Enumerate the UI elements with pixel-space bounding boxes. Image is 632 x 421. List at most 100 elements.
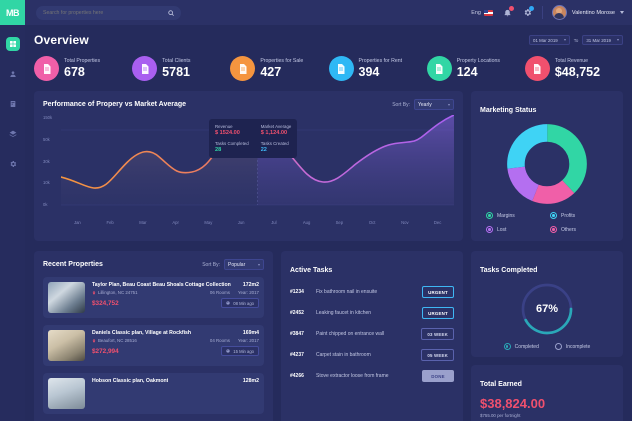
sidebar-item-settings[interactable] <box>6 157 20 171</box>
legend-item[interactable]: Profits <box>550 212 608 219</box>
language-selector[interactable]: Eng <box>471 9 493 16</box>
task-name: Carpet stain in bathroom <box>316 352 371 358</box>
bottom-row: Recent Properties Sort By: Popular <box>34 251 623 421</box>
legend-label: Margins <box>497 212 515 219</box>
document-icon <box>338 63 345 74</box>
task-id: #4266 <box>290 373 304 379</box>
task-row[interactable]: #4237 Carpet stain in bathroom 05 WEEK <box>290 349 454 361</box>
stat-text: Total Clients 5781 <box>162 58 190 79</box>
task-status-badge[interactable]: 05 WEEK <box>421 349 454 361</box>
sort-value: Popular <box>228 261 246 268</box>
main-content: Overview 01 Mar 2019 To 31 Mar 2019 <box>25 25 632 421</box>
task-status-badge[interactable]: 03 WEEK <box>421 328 454 340</box>
sidebar-item-reports[interactable] <box>6 127 20 141</box>
stat-card[interactable]: Total Revenue $48,752 <box>524 56 623 81</box>
stat-text: Properties for Rent 394 <box>359 58 403 79</box>
task-name: Fix bathroom nail in ensuite <box>316 289 378 295</box>
performance-panel: Performance of Propery vs Market Average… <box>34 91 463 241</box>
dashboard-icon <box>9 41 16 47</box>
donut-chart-svg <box>507 124 587 204</box>
layers-icon <box>8 130 17 138</box>
property-size: 172m2 <box>242 282 259 288</box>
sidebar-item-users[interactable] <box>6 67 20 81</box>
legend-label: Lost <box>497 226 507 233</box>
property-details: Taylor Plan, Beau Coast Beau Shoals Cott… <box>92 282 259 313</box>
stat-card[interactable]: Total Properties 678 <box>34 56 132 81</box>
marketing-title: Marketing Status <box>480 107 537 114</box>
legend-dot-icon <box>486 212 493 219</box>
user-menu[interactable]: Valentino Morose <box>551 5 624 20</box>
sort-label: Sort By: <box>392 101 410 108</box>
search-input[interactable] <box>43 9 168 16</box>
stat-card[interactable]: Total Clients 5781 <box>132 56 230 81</box>
stat-label: Total Revenue <box>554 58 589 64</box>
y-tick: 150k <box>43 115 53 120</box>
task-name: Paint chipped on entrance wall <box>316 331 385 337</box>
recent-properties-header: Recent Properties Sort By: Popular <box>43 259 264 270</box>
chevron-down-icon <box>448 103 450 106</box>
building-icon <box>10 101 15 107</box>
gear-icon <box>524 9 531 16</box>
legend-item[interactable]: Completed <box>503 343 539 350</box>
stat-icon-circle <box>132 56 158 81</box>
task-row[interactable]: #3847 Paint chipped on entrance wall 03 … <box>290 328 454 340</box>
stat-icon-circle <box>34 56 59 81</box>
avatar <box>551 5 567 20</box>
document-icon <box>239 63 247 74</box>
marketing-donut <box>480 123 614 205</box>
legend-item[interactable]: Lost <box>486 226 544 233</box>
stat-icon-circle <box>328 56 354 81</box>
property-list-item[interactable]: Hobson Classic plan, Oakmont 128m2 <box>43 373 264 414</box>
y-tick: 30k <box>43 158 50 164</box>
task-status-badge[interactable]: DONE <box>422 370 454 382</box>
clock-icon <box>226 349 230 353</box>
legend-item[interactable]: Incomplete <box>554 343 590 350</box>
sidebar-item-properties[interactable] <box>6 97 20 111</box>
legend-dot-icon <box>486 226 493 233</box>
sort-select[interactable]: Yearly <box>414 99 454 110</box>
legend-dot-icon <box>550 226 557 233</box>
app-logo[interactable]: MB <box>0 0 25 25</box>
property-price: $324,752 <box>92 299 119 307</box>
sidebar-item-dashboard[interactable] <box>5 37 20 51</box>
date-from-select[interactable]: 01 Mar 2019 <box>529 35 570 45</box>
tooltip-created-value: 22 <box>260 147 267 153</box>
settings-badge <box>528 6 534 11</box>
date-to-select[interactable]: 31 Mar 2019 <box>582 35 623 45</box>
location-pin-icon <box>92 338 96 343</box>
task-row[interactable]: #2452 Leaking faucet in kitchen URGENT <box>290 307 454 319</box>
total-earned-value: $38,824.00 <box>480 396 546 411</box>
stat-text: Total Revenue $48,752 <box>555 58 600 79</box>
property-list-item[interactable]: Daniels Classic plan, Village at Rockfis… <box>43 325 264 366</box>
property-price-row: $272,994 15 Min ago <box>92 346 259 356</box>
property-name: Hobson Classic plan, Oakmont <box>92 378 169 384</box>
recent-properties-title: Recent Properties <box>43 261 103 268</box>
completion-percent: 67% <box>535 303 559 315</box>
settings-button[interactable] <box>522 6 534 18</box>
legend-item[interactable]: Others <box>550 226 608 233</box>
stat-card[interactable]: Properties for Rent 394 <box>328 56 427 81</box>
property-rooms: 06 Rooms <box>209 290 230 295</box>
task-row[interactable]: #1234 Fix bathroom nail in ensuite URGEN… <box>290 286 454 298</box>
stat-value: 5781 <box>162 65 190 79</box>
legend-item[interactable]: Margins <box>486 212 544 219</box>
task-status-badge[interactable]: URGENT <box>422 307 454 319</box>
search-box[interactable] <box>36 5 181 20</box>
legend-label: Profits <box>561 212 576 219</box>
property-title-row: Hobson Classic plan, Oakmont 128m2 <box>92 378 259 384</box>
task-status-badge[interactable]: URGENT <box>422 286 454 298</box>
stat-value: 427 <box>260 65 282 79</box>
sort-select[interactable]: Popular <box>224 259 264 270</box>
property-list-item[interactable]: Taylor Plan, Beau Coast Beau Shoals Cott… <box>43 277 264 318</box>
stat-card[interactable]: Property Locations 124 <box>426 56 525 81</box>
notifications-button[interactable] <box>502 6 514 18</box>
tooltip-created-label: Tasks Created <box>260 141 289 146</box>
task-row[interactable]: #4266 Stove extractor loose from frame D… <box>290 370 454 382</box>
property-rooms-year: 04 Rooms Year: 2017 <box>210 338 259 343</box>
document-icon <box>141 63 149 74</box>
task-id: #2452 <box>290 310 304 316</box>
stat-card[interactable]: Properties for Sale 427 <box>230 56 328 81</box>
y-axis-labels: 150k 50k 30k 10k 0k <box>43 115 61 207</box>
notification-badge <box>508 6 514 11</box>
